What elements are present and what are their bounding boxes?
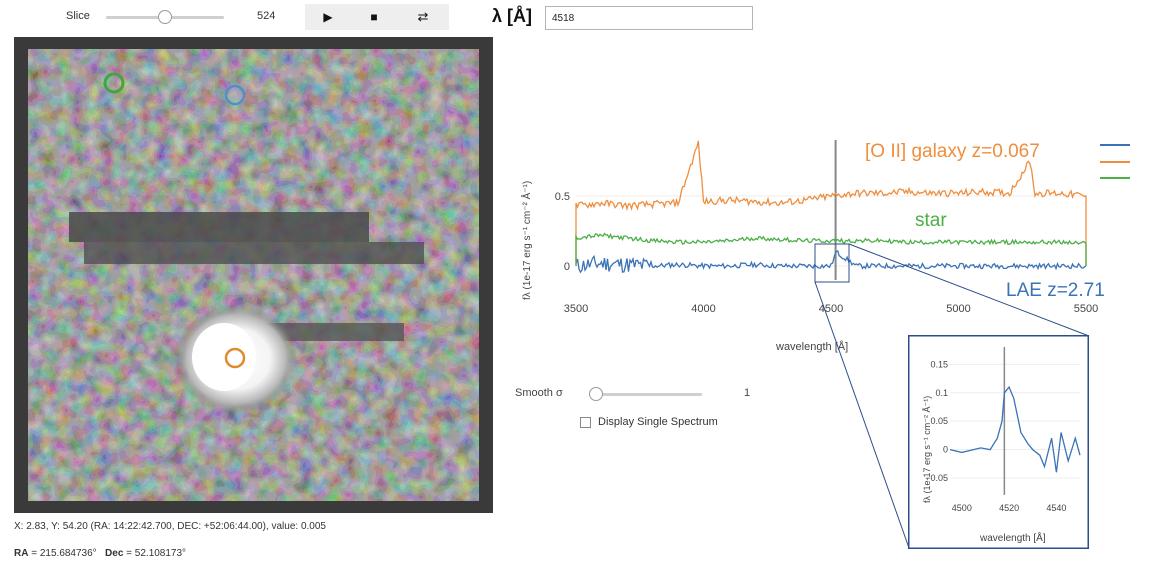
inset-ylabel: fλ (1e-17 erg s⁻¹ cm⁻² Å⁻¹) [922,396,932,503]
wavelength-label: λ [Å] [492,6,532,26]
play-icon: ▶ [323,10,333,24]
blue-circle-marker[interactable] [224,84,246,106]
wavelength-input[interactable] [545,6,753,30]
inset-y-tick-label: 0.05 [930,416,948,426]
dec-value: = 52.108173° [123,548,187,559]
inset-xlabel: wavelength [Å] [979,531,1046,544]
spectrum-ylabel: fλ (1e-17 erg s⁻¹ cm⁻² Å⁻¹) [520,181,533,300]
slice-slider-handle[interactable] [158,10,172,24]
galaxy-spectrum-line [575,140,1087,266]
galaxy-annotation: [O II] galaxy z=0.067 [865,141,1040,162]
image-band-2 [84,242,424,264]
image-band-3 [264,323,404,341]
inset-x-tick-label: 4520 [999,503,1019,513]
dec-label: Dec [105,548,124,559]
loop-icon: ⇄ [417,9,429,24]
stop-icon: ■ [370,10,378,24]
inset-axes: 0.15 0.1 0.05 0 −0.05 4500 4520 4540 [925,347,1080,513]
inset-y-tick-label: −0.05 [925,473,948,483]
ra-label: RA [14,548,29,559]
ra-value: = 215.684736° [28,548,97,559]
y-tick-label: 0 [564,261,570,273]
x-tick-label: 4000 [691,303,715,315]
smooth-slider[interactable] [589,393,702,396]
lae-annotation: LAE z=2.71 [1006,280,1105,301]
loop-button[interactable]: ⇄ [397,4,449,30]
play-button[interactable]: ▶ [305,4,351,30]
inset-x-tick-label: 4540 [1046,503,1066,513]
green-circle-marker[interactable] [103,72,125,94]
ra-dec-readout: RA = 215.684736° Dec = 52.108173° [14,548,186,559]
x-tick-label: 3500 [564,303,588,315]
x-tick-label: 5000 [946,303,970,315]
x-tick-label: 5500 [1074,303,1098,315]
smooth-slider-handle[interactable] [589,387,603,401]
slice-value: 524 [257,10,276,22]
bright-source-core [192,323,256,391]
star-annotation: star [915,210,947,231]
single-spectrum-checkbox[interactable] [580,417,591,428]
zoom-box[interactable] [814,243,850,283]
inset-frame [908,335,1089,549]
spectrum-xlabel: wavelength [Å] [775,340,848,353]
zoom-connector-right [848,243,1090,337]
stop-button[interactable]: ■ [351,4,397,30]
coordinate-readout: X: 2.83, Y: 54.20 (RA: 14:22:42.700, DEC… [14,521,326,532]
zoom-connector-left [814,281,910,549]
single-spectrum-label: Display Single Spectrum [598,416,718,428]
cube-image[interactable] [14,37,493,513]
spectrum-lines [575,140,1087,274]
spectrum-plot[interactable]: fλ (1e-17 erg s⁻¹ cm⁻² Å⁻¹) 3500 4000 4500… [510,120,1153,360]
inset-y-tick-label: 0.1 [935,388,948,398]
inset-y-tick-label: 0.15 [930,359,948,369]
orange-circle-marker[interactable] [224,347,246,369]
inset-spectrum-line [949,385,1081,473]
inset-y-tick-label: 0 [943,445,948,455]
x-tick-label: 4500 [819,303,843,315]
slice-label: Slice [66,10,90,22]
inset-x-tick-label: 4500 [952,503,972,513]
image-noise [28,49,479,501]
inset-lines [949,385,1081,473]
image-band [69,212,369,242]
inset-plot[interactable]: fλ (1e-17 erg s⁻¹ cm⁻² Å⁻¹) 0.150.10.050… [908,335,1089,549]
star-spectrum-line [575,232,1087,266]
lae-spectrum-line [575,250,1087,274]
y-tick-label: 0.5 [555,191,570,203]
smooth-label: Smooth σ [515,387,563,399]
smooth-value: 1 [744,387,751,399]
